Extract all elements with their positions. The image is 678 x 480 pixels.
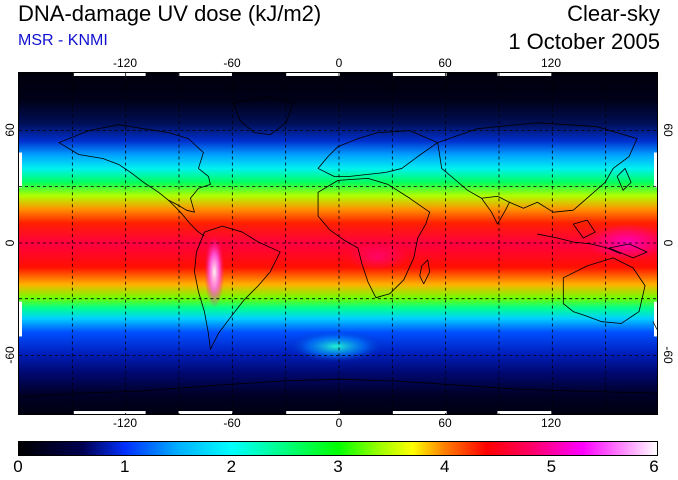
coast-europe: [317, 130, 439, 177]
lon-label-bottom: -60: [223, 416, 241, 430]
colorbar-tick-label: 1: [119, 457, 130, 476]
lat-label-left: -60: [3, 346, 17, 364]
lon-label-top: 0: [335, 56, 343, 70]
andes-hotspot: [204, 236, 225, 308]
colorbar-tick-label: 3: [333, 457, 343, 476]
lon-label-top: -60: [223, 56, 241, 70]
lat-label-right: -60: [661, 346, 675, 364]
lon-label-bottom: 60: [438, 416, 452, 430]
colorbar-tick-label: 6: [649, 457, 659, 476]
coast-india: [481, 198, 510, 225]
coast-australia: [562, 257, 646, 324]
lat-label-left: 0: [3, 239, 17, 247]
map-title: DNA-damage UV dose (kJ/m2): [18, 1, 322, 26]
coast-asia: [437, 122, 638, 213]
coast-antarctica: [19, 378, 657, 398]
coast-greenland: [232, 96, 294, 136]
edge-ticks: [19, 73, 657, 414]
coast-borneo: [572, 219, 596, 239]
lon-label-top: 60: [438, 56, 452, 70]
coast-indonesia: [537, 233, 622, 255]
coast-madagascar: [419, 259, 431, 285]
coast-new-guinea: [608, 243, 648, 259]
lat-label-right: 60: [661, 123, 675, 137]
graticule: [19, 73, 657, 414]
lat-label-right: 0: [661, 239, 675, 247]
lon-label-bottom: 120: [540, 416, 562, 430]
lat-label-left: 60: [3, 123, 17, 137]
coast-new-zealand: [652, 321, 657, 330]
sky-condition-label: Clear-sky: [567, 1, 660, 26]
colorbar-tick-label: 0: [13, 457, 23, 476]
lon-label-top: -120: [112, 56, 138, 70]
map-subtitle: MSR - KNMI: [18, 32, 108, 49]
lon-label-top: 120: [540, 56, 562, 70]
coast-north-america: [58, 124, 211, 213]
colorbar-gradient: [19, 442, 657, 455]
coastlines: [19, 96, 657, 398]
colorbar-tick-label: 2: [226, 457, 237, 476]
coast-japan: [616, 168, 632, 191]
coast-south-america: [194, 225, 281, 350]
lon-label-bottom: -120: [112, 416, 138, 430]
indonesia-hotspot: [587, 224, 657, 260]
uv-dose-map: [18, 72, 658, 415]
lon-label-bottom: 0: [335, 416, 343, 430]
colorbar-tick-label: 5: [546, 457, 557, 476]
colorbar: [18, 441, 658, 456]
coast-africa: [317, 177, 431, 299]
coast-central-america: [168, 199, 205, 237]
africa-hotspot: [347, 243, 408, 271]
colorbar-tick-label: 4: [439, 457, 450, 476]
date-label: 1 October 2005: [508, 29, 660, 54]
antarctic-anomaly: [288, 330, 384, 363]
